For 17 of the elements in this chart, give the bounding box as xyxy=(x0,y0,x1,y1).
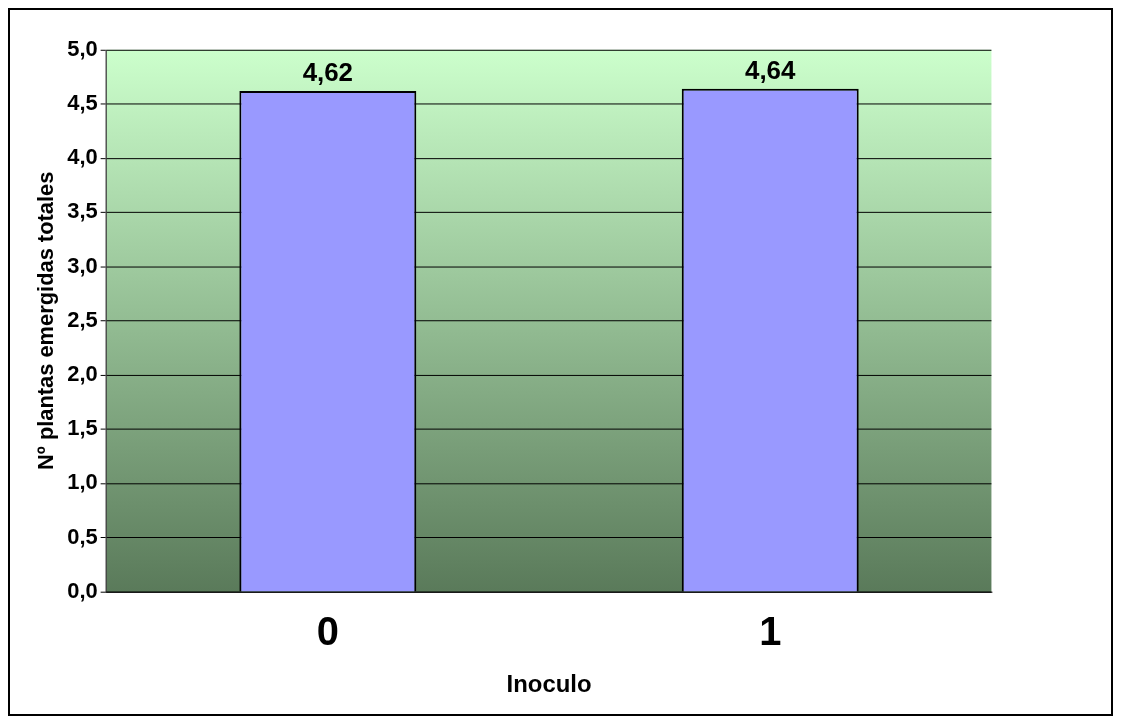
y-axis-title: Nº plantas emergidas totales xyxy=(33,171,59,470)
y-tick-label: 0,5 xyxy=(67,523,98,549)
y-tick-label: 3,5 xyxy=(67,198,98,224)
y-tick-label: 1,5 xyxy=(67,415,98,441)
x-axis-title: Inoculo xyxy=(506,670,592,698)
data-label: 4,62 xyxy=(302,58,354,87)
y-tick-label: 0,0 xyxy=(67,577,98,603)
y-tick-label: 1,0 xyxy=(67,469,98,495)
x-tick-label: 0 xyxy=(316,608,339,653)
y-tick-label: 3,0 xyxy=(67,252,98,278)
y-tick-label: 2,0 xyxy=(67,361,98,387)
x-tick-label: 1 xyxy=(759,608,782,653)
y-tick-label: 4,0 xyxy=(67,144,98,170)
y-tick-label: 2,5 xyxy=(67,306,98,332)
y-tick-label: 5,0 xyxy=(67,35,98,61)
y-tick-label: 4,5 xyxy=(67,90,98,116)
data-label: 4,64 xyxy=(745,56,797,85)
